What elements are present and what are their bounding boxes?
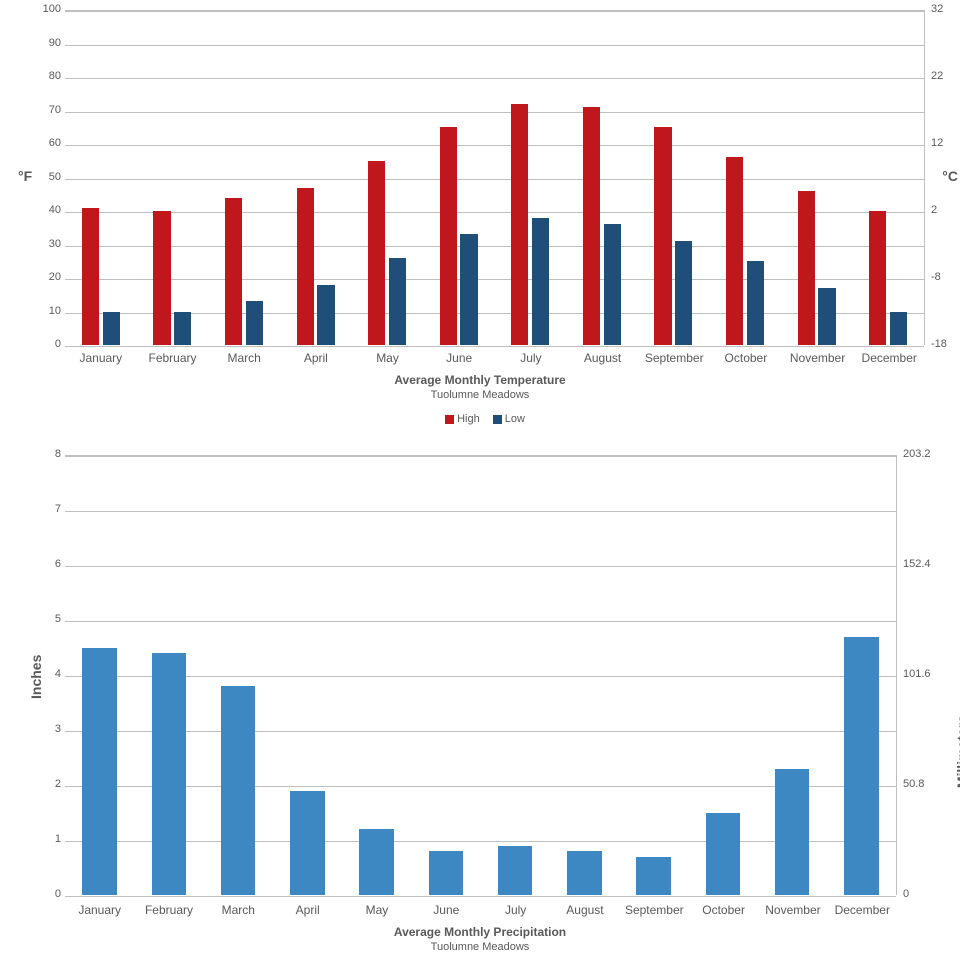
y-left-tick: 1 <box>31 833 61 845</box>
precipitation-subtitle: Tuolumne Meadows <box>0 941 960 953</box>
x-label: June <box>412 903 481 917</box>
bar-group <box>65 456 134 895</box>
bar-precip <box>775 769 810 896</box>
precipitation-right-axis-label: Millimeters <box>954 715 960 788</box>
bar-precip <box>429 851 464 895</box>
bar-group <box>758 456 827 895</box>
bar-precip <box>636 857 671 896</box>
bar-group <box>550 456 619 895</box>
bar-group <box>481 456 550 895</box>
bar-precip <box>82 648 117 896</box>
x-label: May <box>342 903 411 917</box>
x-label: April <box>273 903 342 917</box>
y-right-tick: 101.6 <box>903 668 931 680</box>
bar-precip <box>498 846 533 896</box>
bar-group <box>827 456 896 895</box>
y-left-tick: 8 <box>31 448 61 460</box>
bar-precip <box>221 686 256 895</box>
bar-precip <box>706 813 741 896</box>
x-label: January <box>65 903 134 917</box>
bar-group <box>619 456 688 895</box>
y-left-tick: 5 <box>31 613 61 625</box>
precipitation-bars <box>65 456 896 895</box>
y-right-tick: 203.2 <box>903 448 931 460</box>
bar-precip <box>152 653 187 895</box>
bar-group <box>411 456 480 895</box>
bar-precip <box>567 851 602 895</box>
y-left-tick: 0 <box>31 888 61 900</box>
gridline <box>65 896 896 897</box>
precipitation-x-labels: JanuaryFebruaryMarchAprilMayJuneJulyAugu… <box>65 903 897 917</box>
bar-group <box>134 456 203 895</box>
x-label: February <box>134 903 203 917</box>
bar-precip <box>844 637 879 896</box>
bar-precip <box>290 791 325 896</box>
bar-group <box>273 456 342 895</box>
bar-group <box>688 456 757 895</box>
x-label: November <box>758 903 827 917</box>
x-label: December <box>828 903 897 917</box>
x-label: August <box>550 903 619 917</box>
x-label: July <box>481 903 550 917</box>
y-left-tick: 2 <box>31 778 61 790</box>
y-right-tick: 50.8 <box>903 778 924 790</box>
precipitation-plot-area <box>65 455 897 895</box>
y-left-tick: 4 <box>31 668 61 680</box>
y-left-tick: 7 <box>31 503 61 515</box>
y-left-tick: 3 <box>31 723 61 735</box>
y-right-tick: 0 <box>903 888 909 900</box>
bar-group <box>342 456 411 895</box>
y-left-tick: 6 <box>31 558 61 570</box>
x-label: March <box>204 903 273 917</box>
x-label: September <box>620 903 689 917</box>
x-label: October <box>689 903 758 917</box>
precipitation-chart: JanuaryFebruaryMarchAprilMayJuneJulyAugu… <box>0 0 960 960</box>
precipitation-title: Average Monthly Precipitation <box>0 925 960 939</box>
y-right-tick: 152.4 <box>903 558 931 570</box>
bar-precip <box>359 829 394 895</box>
bar-group <box>204 456 273 895</box>
